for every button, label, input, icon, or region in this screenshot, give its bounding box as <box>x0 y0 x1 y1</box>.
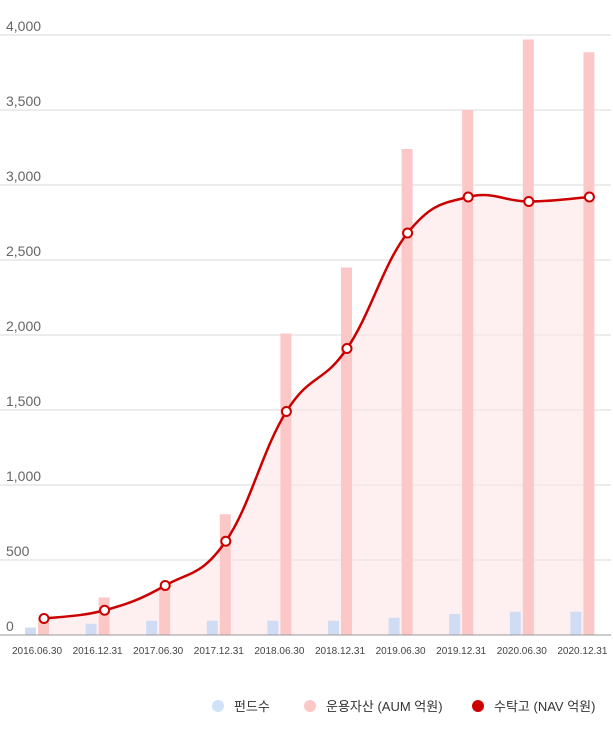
nav-area-fill <box>44 195 590 636</box>
y-tick-label: 500 <box>6 543 30 559</box>
bar-aum <box>583 52 595 635</box>
y-tick-label: 2,500 <box>6 243 41 259</box>
nav-line <box>43 193 590 620</box>
bar-aum <box>159 587 171 635</box>
bar-aum <box>341 267 352 635</box>
bar-fund-count <box>25 627 36 635</box>
bar-fund-count <box>146 620 158 635</box>
x-tick-label: 2017.06.30 <box>133 646 183 657</box>
nav-point <box>280 406 292 417</box>
legend-label-aum: 운용자산 (AUM 억원) <box>326 699 443 714</box>
bar-fund-count <box>388 617 400 635</box>
legend-item-nav[interactable]: 수탁고 (NAV 억원) <box>472 696 595 715</box>
bars <box>25 39 595 635</box>
chart: 05001,0001,5002,0002,5003,0003,5004,000 … <box>0 18 611 657</box>
bar-fund-count <box>570 611 582 635</box>
bar-fund-count <box>267 620 279 635</box>
nav-point <box>583 191 595 203</box>
legend-label-fund-count: 펀드수 <box>234 699 270 714</box>
nav-series-line <box>43 193 590 620</box>
y-tick-label: 0 <box>6 618 14 634</box>
bar-aum <box>522 39 534 635</box>
y-tick-label: 3,000 <box>6 168 41 184</box>
bar-aum <box>462 110 474 635</box>
legend-label-nav: 수탁고 (NAV 억원) <box>494 699 596 714</box>
x-tick-label: 2020.06.30 <box>497 646 547 657</box>
nav-point <box>220 535 232 547</box>
nav-point <box>38 613 50 624</box>
bar-aum <box>401 149 413 635</box>
bar-fund-count <box>85 623 97 635</box>
bar-aum <box>38 618 49 635</box>
x-axis-ticks: 2016.06.30 2016.12.31 2017.06.30 2017.12.31… <box>12 646 608 657</box>
bar-fund-count <box>449 614 461 635</box>
nav-point <box>99 604 111 616</box>
x-tick-label: 2018.12.31 <box>315 646 365 657</box>
nav-point <box>523 196 535 207</box>
y-tick-label: 1,500 <box>6 393 41 409</box>
y-axis-ticks: 0 500 1,000 1,500 2,000 2,500 3,000 3,500 4,000 <box>6 18 41 634</box>
nav-point <box>402 227 414 239</box>
legend-swatch-nav <box>472 699 484 712</box>
bar-fund-count <box>328 620 339 635</box>
legend-swatch-fund-count <box>212 699 224 712</box>
bar-fund-count <box>206 620 218 635</box>
bar-aum <box>219 514 231 635</box>
legend-swatch-aum <box>304 699 316 712</box>
legend-item-fund-count[interactable]: 펀드수 <box>212 696 270 715</box>
nav-area <box>44 195 590 636</box>
y-tick-label: 3,500 <box>6 93 41 109</box>
x-tick-label: 2018.06.30 <box>254 646 304 657</box>
bar-aum <box>98 597 110 635</box>
y-tick-label: 1,000 <box>6 468 41 484</box>
x-tick-label: 2016.06.30 <box>12 646 62 657</box>
nav-point <box>462 191 474 203</box>
x-tick-label: 2016.12.31 <box>73 646 123 657</box>
y-tick-label: 2,000 <box>6 318 41 334</box>
x-tick-label: 2019.12.31 <box>436 646 486 657</box>
nav-point <box>341 343 353 354</box>
bar-fund-count <box>509 611 521 635</box>
legend: 펀드수 운용자산 (AUM 억원) 수탁고 (NAV 억원) <box>0 696 613 720</box>
y-tick-label: 4,000 <box>6 18 41 34</box>
x-tick-label: 2019.06.30 <box>376 646 426 657</box>
legend-item-aum[interactable]: 운용자산 (AUM 억원) <box>304 696 443 715</box>
x-tick-label: 2017.12.31 <box>194 646 244 657</box>
x-tick-label: 2020.12.31 <box>557 646 607 657</box>
nav-point <box>159 580 171 591</box>
bar-aum <box>280 333 292 635</box>
nav-points <box>38 191 595 624</box>
